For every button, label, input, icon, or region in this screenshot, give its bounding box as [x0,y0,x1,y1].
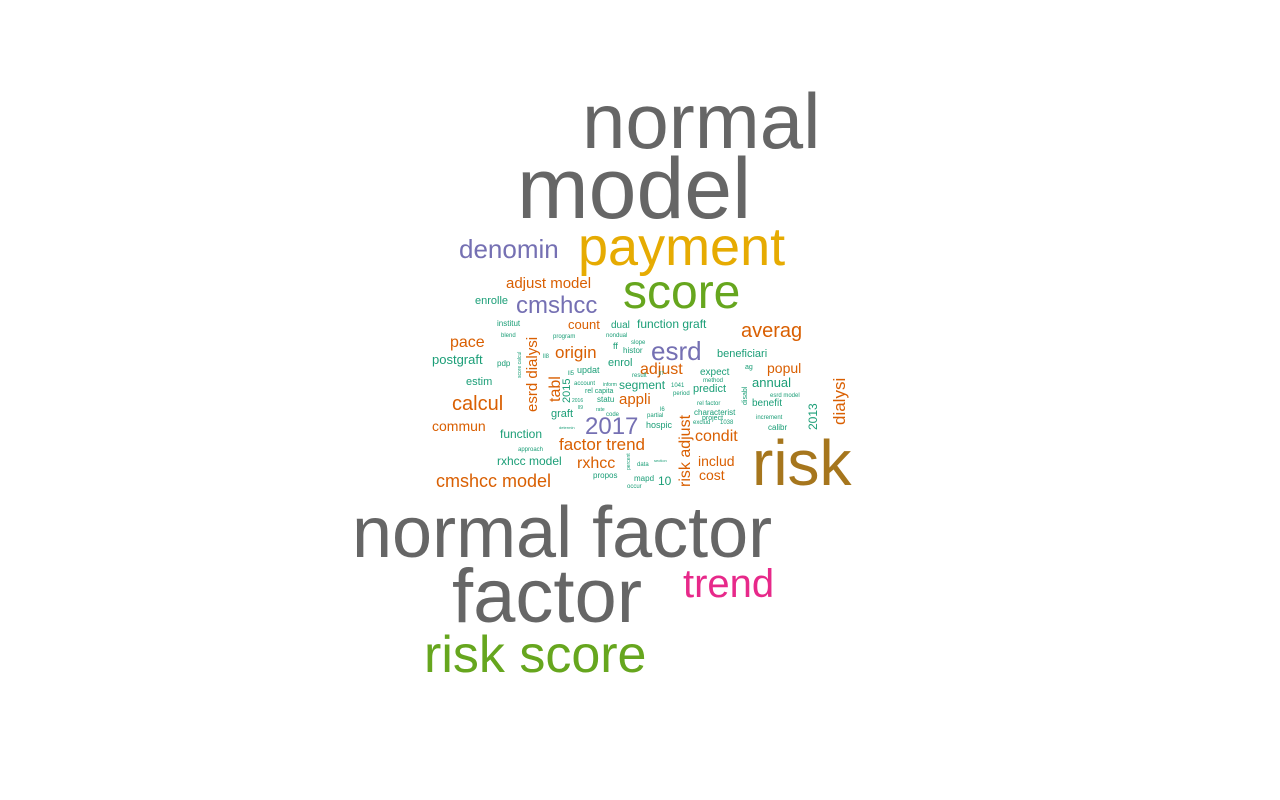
word-popul: popul [767,360,801,376]
word-determin: determin [559,425,575,430]
word-appli: appli [619,391,651,408]
word-estim: estim [466,376,492,388]
word-payment: payment [578,217,785,277]
word-segment: segment [619,378,666,392]
word-cost: cost [699,467,725,483]
word-exclud: exclud [693,420,710,426]
word-adjust-model: adjust model [506,275,591,292]
word-10: 10 [658,474,672,488]
word-commun: commun [432,418,486,434]
word-normal-factor: normal factor [352,493,772,573]
word-hospic: hospic [646,420,673,430]
word-characterist: characterist [694,408,736,417]
word-graft: graft [551,408,573,420]
word-tabl: tabl [547,376,564,402]
word-increment: increment [756,415,783,421]
word-postgraft: postgraft [432,352,483,367]
word-ll8: ll8 [543,354,550,360]
word-function: function [500,427,542,441]
word-rel-capita: rel capita [585,388,614,395]
word-adjust: adjust [640,361,683,378]
word-annual: annual [752,375,791,390]
word-averag: averag [741,320,802,342]
word-nondual: nondual [606,333,627,339]
word-blend: blend [501,333,516,339]
word-2016: 2016 [572,398,583,404]
word-benefit: benefit [752,398,782,409]
word-code: code [606,412,620,418]
word-risk: risk [752,427,853,499]
word-1038: 1038 [720,420,734,426]
word-ll7: ll7 [659,371,664,377]
word-inform: inform [603,382,617,388]
word-beneficiari: beneficiari [717,348,767,360]
word-partial: partial [647,413,663,419]
word-program: program [553,334,575,340]
word-enrol: enrol [608,357,632,369]
word-occur: occur [627,484,642,490]
word-score: score [623,266,740,319]
word-mapd: mapd [634,474,654,483]
word-expect: expect [700,367,730,378]
word-statu: statu [597,395,614,404]
word-denomin: denomin [459,234,559,264]
word-origin: origin [555,343,597,362]
word-account: account [574,381,595,387]
word-l6: l6 [660,407,665,413]
word-condit: condit [695,428,738,445]
word-ll9: ll9 [578,405,583,411]
word-slope: slope [631,340,646,346]
word-risk-score: risk score [424,626,646,684]
word-rxhcc-model: rxhcc model [497,454,562,468]
word-ll5: ll5 [568,371,575,377]
word-cmshcc: cmshcc [516,292,597,319]
word-dialysi: dialysi [830,378,849,425]
word-enrolle: enrolle [475,295,508,307]
word-score-calcul: score calcul [517,352,523,378]
word-predict: predict [693,383,726,395]
word-trend: trend [683,562,774,606]
word-pdp: pdp [497,359,511,368]
word-data: data [637,462,649,468]
word-factor: factor [452,554,642,639]
word-project: project [702,415,723,422]
word-histor: histor [623,346,643,355]
word-result: result [632,373,647,379]
word-count: count [568,317,600,332]
word-rxhcc: rxhcc [577,455,615,472]
word-disabl: disabl [742,386,749,405]
word-calibr: calibr [768,423,787,432]
word-factor-trend: factor trend [559,435,645,454]
word-2013: 2013 [806,403,820,430]
word-dual: dual [611,320,630,331]
word-updat: updat [577,365,600,375]
word-2015: 2015 [561,379,573,403]
word-risk-adjust: risk adjust [677,414,694,487]
word-function-graft: function graft [637,317,707,331]
word-esrd-dialysi: esrd dialysi [524,337,541,412]
word-section: section [654,458,667,463]
word-2017: 2017 [585,413,638,440]
word-calcul: calcul [452,393,503,415]
word-method: method [703,378,723,384]
word-includ: includ [698,453,735,469]
word-normal: normal [582,77,820,165]
word-period: period [673,391,690,397]
word-ff: ff [613,341,618,351]
word-cmshcc-model: cmshcc model [436,471,551,491]
word-rate: rate [596,407,605,413]
word-propos: propos [593,471,617,480]
word-ag: ag [745,364,753,371]
word-esrd: esrd [651,336,702,366]
word-institut: institut [497,319,521,328]
word-percent: percent [626,453,632,470]
word-approach: approach [518,447,543,453]
word-pace: pace [450,334,485,351]
word-esrd-model: esrd model [770,393,800,399]
word-rel-factor: rel factor [697,401,720,407]
word-model: model [517,141,751,237]
word-1041: 1041 [671,383,685,389]
